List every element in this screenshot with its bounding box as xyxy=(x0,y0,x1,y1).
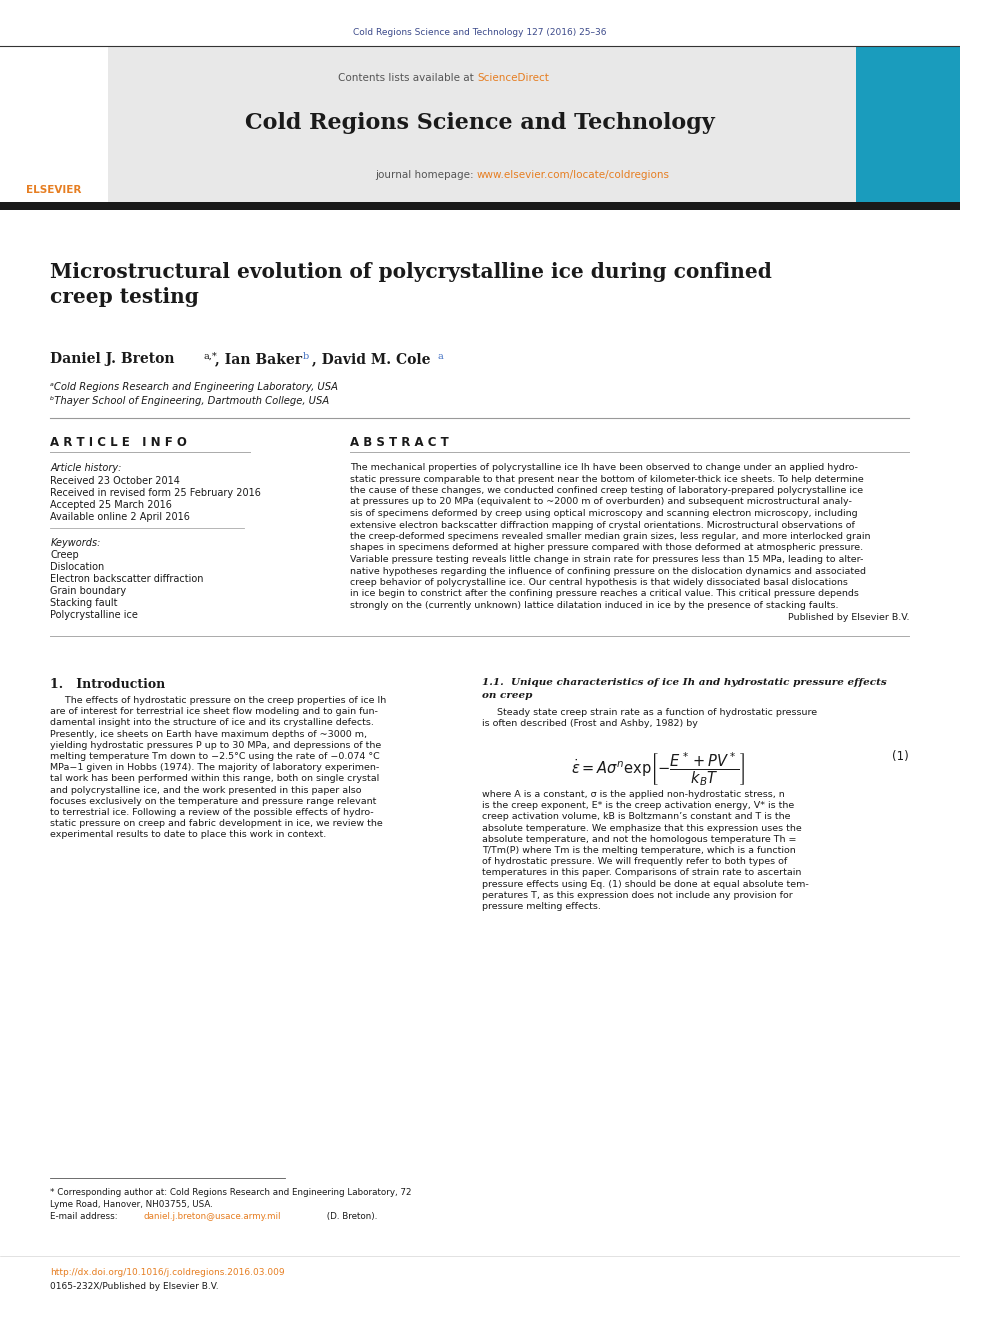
Text: shapes in specimens deformed at higher pressure compared with those deformed at : shapes in specimens deformed at higher p… xyxy=(350,544,863,553)
Text: Daniel J. Breton: Daniel J. Breton xyxy=(51,352,175,366)
Text: and polycrystalline ice, and the work presented in this paper also: and polycrystalline ice, and the work pr… xyxy=(51,786,362,795)
Text: ᵇThayer School of Engineering, Dartmouth College, USA: ᵇThayer School of Engineering, Dartmouth… xyxy=(51,396,329,406)
Text: daniel.j.breton@usace.army.mil: daniel.j.breton@usace.army.mil xyxy=(143,1212,281,1221)
Text: Polycrystalline ice: Polycrystalline ice xyxy=(51,610,138,620)
Text: Steady state creep strain rate as a function of hydrostatic pressure: Steady state creep strain rate as a func… xyxy=(482,708,817,717)
Text: MPa−1 given in Hobbs (1974). The majority of laboratory experimen-: MPa−1 given in Hobbs (1974). The majorit… xyxy=(51,763,380,773)
Text: Cold Regions Science and Technology: Cold Regions Science and Technology xyxy=(245,112,715,134)
Text: sis of specimens deformed by creep using optical microscopy and scanning electro: sis of specimens deformed by creep using… xyxy=(350,509,858,519)
Text: on creep: on creep xyxy=(482,691,532,700)
Text: Accepted 25 March 2016: Accepted 25 March 2016 xyxy=(51,500,173,509)
Text: ᵃCold Regions Research and Engineering Laboratory, USA: ᵃCold Regions Research and Engineering L… xyxy=(51,382,338,392)
Text: Electron backscatter diffraction: Electron backscatter diffraction xyxy=(51,574,203,583)
Text: static pressure comparable to that present near the bottom of kilometer-thick ic: static pressure comparable to that prese… xyxy=(350,475,864,483)
Text: in ice begin to constrict after the confining pressure reaches a critical value.: in ice begin to constrict after the conf… xyxy=(350,590,859,598)
Text: extensive electron backscatter diffraction mapping of crystal orientations. Micr: extensive electron backscatter diffracti… xyxy=(350,520,855,529)
Text: (1): (1) xyxy=(892,750,909,763)
Text: creep behavior of polycrystalline ice. Our central hypothesis is that widely dis: creep behavior of polycrystalline ice. O… xyxy=(350,578,848,587)
Text: Variable pressure testing reveals little change in strain rate for pressures les: Variable pressure testing reveals little… xyxy=(350,556,864,564)
Text: Creep: Creep xyxy=(51,550,79,560)
Text: damental insight into the structure of ice and its crystalline defects.: damental insight into the structure of i… xyxy=(51,718,374,728)
Text: Available online 2 April 2016: Available online 2 April 2016 xyxy=(51,512,190,523)
Text: ELSEVIER: ELSEVIER xyxy=(27,185,82,194)
Text: www.elsevier.com/locate/coldregions: www.elsevier.com/locate/coldregions xyxy=(477,169,670,180)
Text: Cold Regions Science and Technology 127 (2016) 25–36: Cold Regions Science and Technology 127 … xyxy=(353,28,607,37)
Text: the creep-deformed specimens revealed smaller median grain sizes, less regular, : the creep-deformed specimens revealed sm… xyxy=(350,532,871,541)
Text: Published by Elsevier B.V.: Published by Elsevier B.V. xyxy=(788,613,910,622)
Text: 0165-232X/Published by Elsevier B.V.: 0165-232X/Published by Elsevier B.V. xyxy=(51,1282,219,1291)
Text: The mechanical properties of polycrystalline ice Ih have been observed to change: The mechanical properties of polycrystal… xyxy=(350,463,858,472)
Text: native hypotheses regarding the influence of confining pressure on the dislocati: native hypotheses regarding the influenc… xyxy=(350,566,866,576)
Bar xyxy=(0,202,959,210)
Text: Received 23 October 2014: Received 23 October 2014 xyxy=(51,476,181,486)
Text: a,*: a,* xyxy=(203,352,217,361)
Text: focuses exclusively on the temperature and pressure range relevant: focuses exclusively on the temperature a… xyxy=(51,796,377,806)
Text: the cause of these changes, we conducted confined creep testing of laboratory-pr: the cause of these changes, we conducted… xyxy=(350,486,863,495)
Text: Received in revised form 25 February 2016: Received in revised form 25 February 201… xyxy=(51,488,261,497)
Text: pressure melting effects.: pressure melting effects. xyxy=(482,902,601,912)
Text: at pressures up to 20 MPa (equivalent to ~2000 m of overburden) and subsequent m: at pressures up to 20 MPa (equivalent to… xyxy=(350,497,852,507)
Text: Article history:: Article history: xyxy=(51,463,122,474)
Text: Keywords:: Keywords: xyxy=(51,538,100,548)
Text: melting temperature Tm down to −2.5°C using the rate of −0.074 °C: melting temperature Tm down to −2.5°C us… xyxy=(51,751,380,761)
Text: b: b xyxy=(303,352,310,361)
Text: $\dot{\varepsilon} = A\sigma^n \exp\!\left[-\dfrac{E^* + PV^*}{k_BT}\right]$: $\dot{\varepsilon} = A\sigma^n \exp\!\le… xyxy=(570,750,744,789)
Text: creep activation volume, kB is Boltzmann’s constant and T is the: creep activation volume, kB is Boltzmann… xyxy=(482,812,791,822)
Text: Lyme Road, Hanover, NH03755, USA.: Lyme Road, Hanover, NH03755, USA. xyxy=(51,1200,213,1209)
Text: temperatures in this paper. Comparisons of strain rate to ascertain: temperatures in this paper. Comparisons … xyxy=(482,868,802,877)
Text: A R T I C L E   I N F O: A R T I C L E I N F O xyxy=(51,437,187,448)
Text: , Ian Baker: , Ian Baker xyxy=(215,352,302,366)
Text: peratures T, as this expression does not include any provision for: peratures T, as this expression does not… xyxy=(482,890,793,900)
Text: The effects of hydrostatic pressure on the creep properties of ice Ih: The effects of hydrostatic pressure on t… xyxy=(51,696,387,705)
Bar xyxy=(0,46,108,202)
Text: is the creep exponent, E* is the creep activation energy, V* is the: is the creep exponent, E* is the creep a… xyxy=(482,802,794,810)
Text: T/Tm(P) where Tm is the melting temperature, which is a function: T/Tm(P) where Tm is the melting temperat… xyxy=(482,845,796,855)
Text: is often described (Frost and Ashby, 1982) by: is often described (Frost and Ashby, 198… xyxy=(482,720,697,728)
Text: strongly on the (currently unknown) lattice dilatation induced in ice by the pre: strongly on the (currently unknown) latt… xyxy=(350,601,838,610)
Text: Presently, ice sheets on Earth have maximum depths of ~3000 m,: Presently, ice sheets on Earth have maxi… xyxy=(51,729,367,738)
Text: Microstructural evolution of polycrystalline ice during confined
creep testing: Microstructural evolution of polycrystal… xyxy=(51,262,772,307)
Text: static pressure on creep and fabric development in ice, we review the: static pressure on creep and fabric deve… xyxy=(51,819,383,828)
Text: (D. Breton).: (D. Breton). xyxy=(324,1212,378,1221)
Text: yielding hydrostatic pressures P up to 30 MPa, and depressions of the: yielding hydrostatic pressures P up to 3… xyxy=(51,741,382,750)
Text: A B S T R A C T: A B S T R A C T xyxy=(350,437,449,448)
Text: ScienceDirect: ScienceDirect xyxy=(477,73,549,83)
Text: pressure effects using Eq. (1) should be done at equal absolute tem-: pressure effects using Eq. (1) should be… xyxy=(482,880,808,889)
Bar xyxy=(856,46,959,202)
Text: to terrestrial ice. Following a review of the possible effects of hydro-: to terrestrial ice. Following a review o… xyxy=(51,808,374,818)
Text: journal homepage:: journal homepage: xyxy=(375,169,477,180)
Text: where A is a constant, σ is the applied non-hydrostatic stress, n: where A is a constant, σ is the applied … xyxy=(482,790,785,799)
Text: of hydrostatic pressure. We will frequently refer to both types of: of hydrostatic pressure. We will frequen… xyxy=(482,857,787,867)
Bar xyxy=(108,46,856,202)
Text: Contents lists available at: Contents lists available at xyxy=(338,73,477,83)
Text: experimental results to date to place this work in context.: experimental results to date to place th… xyxy=(51,831,326,839)
Text: tal work has been performed within this range, both on single crystal: tal work has been performed within this … xyxy=(51,774,380,783)
Text: Stacking fault: Stacking fault xyxy=(51,598,118,609)
Text: absolute temperature, and not the homologous temperature Th =: absolute temperature, and not the homolo… xyxy=(482,835,797,844)
Text: Dislocation: Dislocation xyxy=(51,562,104,572)
Text: absolute temperature. We emphasize that this expression uses the: absolute temperature. We emphasize that … xyxy=(482,824,802,832)
Text: 1.   Introduction: 1. Introduction xyxy=(51,677,166,691)
Text: * Corresponding author at: Cold Regions Research and Engineering Laboratory, 72: * Corresponding author at: Cold Regions … xyxy=(51,1188,412,1197)
Text: 1.1.  Unique characteristics of ice Ih and hydrostatic pressure effects: 1.1. Unique characteristics of ice Ih an… xyxy=(482,677,887,687)
Text: Grain boundary: Grain boundary xyxy=(51,586,126,595)
Text: are of interest for terrestrial ice sheet flow modeling and to gain fun-: are of interest for terrestrial ice shee… xyxy=(51,708,378,716)
Text: a: a xyxy=(437,352,443,361)
Text: E-mail address:: E-mail address: xyxy=(51,1212,121,1221)
Text: http://dx.doi.org/10.1016/j.coldregions.2016.03.009: http://dx.doi.org/10.1016/j.coldregions.… xyxy=(51,1267,285,1277)
Text: , David M. Cole: , David M. Cole xyxy=(311,352,430,366)
